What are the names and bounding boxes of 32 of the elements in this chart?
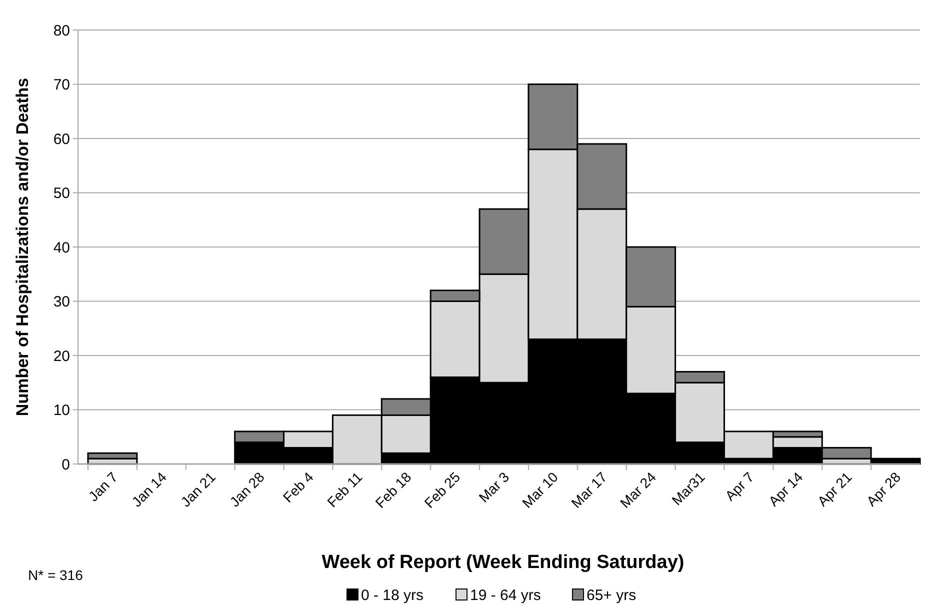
y-tick-label: 50 [53,185,70,202]
x-tick-label: Feb 25 [421,468,464,511]
x-axis-title: Week of Report (Week Ending Saturday) [322,552,684,573]
legend-label: 65+ yrs [586,587,636,604]
y-tick-label: 80 [53,22,70,40]
y-axis-title: Number of Hospitalizations and/or Deaths [13,78,32,416]
y-tick-label: 20 [53,348,70,365]
x-tick-label: Jan 7 [85,468,121,504]
y-tick-label: 0 [62,456,70,474]
text: N* = 316 [28,567,84,583]
x-tick-label: Apr 7 [722,468,757,504]
x-tick-label: Mar 24 [616,468,660,511]
legend-label: 19 - 64 yrs [470,587,541,604]
x-tick-label: Feb 18 [372,468,414,511]
x-tick-label: Jan 28 [226,468,268,510]
y-tick-label: 60 [53,130,70,148]
x-tick-label: Apr 21 [814,468,855,510]
y-tick-label: 40 [53,239,70,256]
x-tick-label: Jan 14 [128,468,170,510]
x-tick-label: Mar 3 [475,468,512,506]
x-tick-label: Mar 10 [518,468,562,511]
x-tick-label: Apr 14 [765,468,806,510]
y-tick-label: 70 [53,76,70,94]
x-tick-label: Feb 11 [324,468,366,510]
bar [87,452,138,460]
y-tick-label: 30 [53,294,70,310]
x-tick-label: Mar 17 [568,468,610,511]
x-tick-label: Feb 4 [280,468,316,506]
legend-label: 0 - 18 yrs [361,587,424,604]
y-tick-label: 10 [53,402,70,419]
x-tick-label: Apr 28 [863,468,904,510]
x-tick-label: Jan 21 [177,468,219,510]
